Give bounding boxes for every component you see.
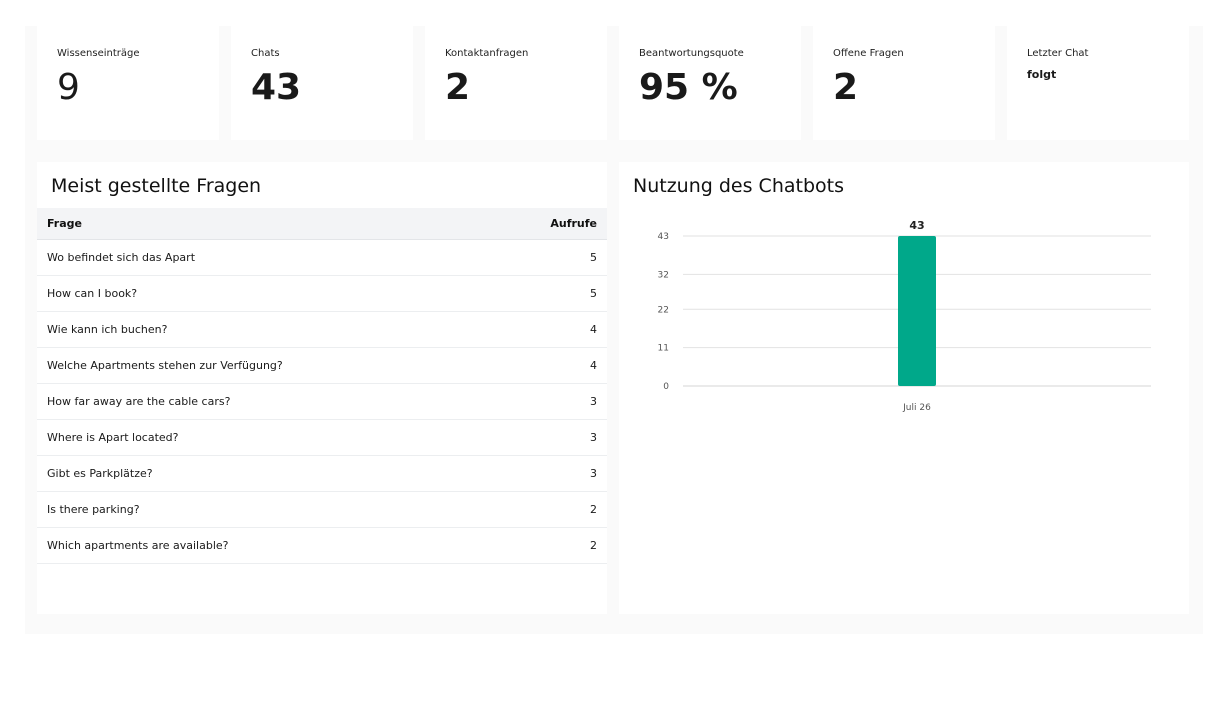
table-row: How can I book? 5: [37, 276, 607, 312]
stat-label: Offene Fragen: [833, 48, 904, 59]
stat-card-last-chat: Letzter Chat folgt: [1007, 26, 1189, 140]
table-row: Wo befindet sich das Apart 5: [37, 240, 607, 276]
stat-card-answer-rate: Beantwortungsquote 95 %: [619, 26, 801, 140]
x-tick-label: Juli 26: [902, 403, 931, 413]
count-cell: 3: [590, 431, 597, 444]
y-tick-label: 0: [663, 382, 669, 392]
stat-card-contact-requests: Kontaktanfragen 2: [425, 26, 607, 140]
y-tick-label: 22: [658, 305, 669, 315]
panel-title: Nutzung des Chatbots: [633, 175, 844, 197]
stat-label: Chats: [251, 48, 280, 59]
question-cell: Gibt es Parkplätze?: [47, 467, 153, 480]
question-cell: How far away are the cable cars?: [47, 395, 231, 408]
table-header: Frage Aufrufe: [37, 208, 607, 240]
table-row: Gibt es Parkplätze? 3: [37, 456, 607, 492]
column-header-question: Frage: [47, 217, 82, 230]
usage-chart: 0 11 22 32 43 43 Juli 26: [658, 219, 1151, 413]
stat-card-open-questions: Offene Fragen 2: [813, 26, 995, 140]
count-cell: 4: [590, 359, 597, 372]
count-cell: 3: [590, 467, 597, 480]
usage-panel: Nutzung des Chatbots 0 11 22 32 43 43 Juli 26: [619, 162, 1189, 614]
stat-value: 2: [445, 67, 471, 108]
table-row: Welche Apartments stehen zur Verfügung? 4: [37, 348, 607, 384]
faq-table: Frage Aufrufe Wo befindet sich das Apart…: [37, 208, 607, 564]
question-cell: Is there parking?: [47, 503, 140, 516]
question-cell: Wie kann ich buchen?: [47, 323, 168, 336]
table-row: Is there parking? 2: [37, 492, 607, 528]
stat-label: Beantwortungsquote: [639, 48, 744, 59]
stat-value: 43: [251, 67, 302, 108]
stat-card-knowledge-entries: Wissenseinträge 9: [37, 26, 219, 140]
y-tick-label: 43: [658, 232, 669, 242]
chart-bar: [898, 236, 936, 386]
count-cell: 2: [590, 539, 597, 552]
panel-title: Meist gestellte Fragen: [51, 175, 262, 197]
y-tick-label: 32: [658, 270, 669, 280]
y-tick-label: 11: [658, 344, 669, 354]
question-cell: Welche Apartments stehen zur Verfügung?: [47, 359, 283, 372]
table-row: Wie kann ich buchen? 4: [37, 312, 607, 348]
faq-panel: Meist gestellte Fragen Frage Aufrufe Wo …: [37, 162, 607, 614]
bar-data-label: 43: [909, 219, 924, 232]
stat-value: folgt: [1027, 68, 1057, 81]
table-row: Where is Apart located? 3: [37, 420, 607, 456]
question-cell: Wo befindet sich das Apart: [47, 251, 196, 264]
count-cell: 5: [590, 251, 597, 264]
stat-label: Wissenseinträge: [57, 48, 140, 59]
stat-value: 9: [57, 67, 80, 108]
stat-label: Kontaktanfragen: [445, 48, 529, 59]
question-cell: Which apartments are available?: [47, 539, 229, 552]
table-row: Which apartments are available? 2: [37, 528, 607, 564]
count-cell: 2: [590, 503, 597, 516]
count-cell: 3: [590, 395, 597, 408]
count-cell: 4: [590, 323, 597, 336]
question-cell: Where is Apart located?: [47, 431, 179, 444]
table-row: How far away are the cable cars? 3: [37, 384, 607, 420]
stat-card-chats: Chats 43: [231, 26, 413, 140]
stat-value: 2: [833, 67, 859, 108]
stat-value: 95 %: [639, 67, 738, 108]
stat-label: Letzter Chat: [1027, 48, 1089, 59]
count-cell: 5: [590, 287, 597, 300]
dashboard: Wissenseinträge 9 Chats 43 Kontaktanfrag…: [25, 26, 1203, 634]
column-header-count: Aufrufe: [550, 217, 597, 230]
question-cell: How can I book?: [47, 287, 138, 300]
